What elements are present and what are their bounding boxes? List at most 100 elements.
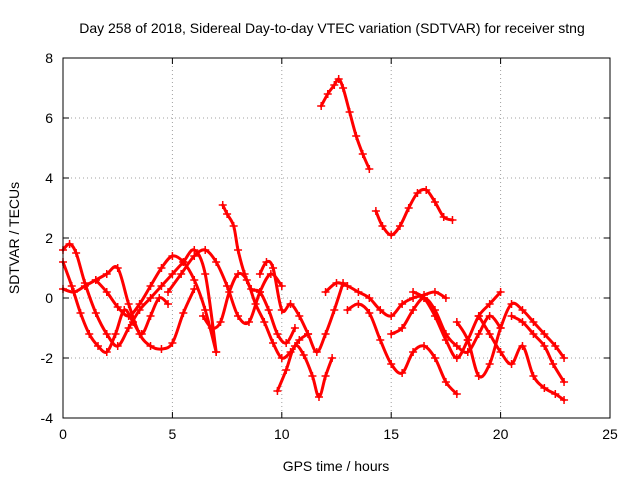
- data-point-marker: [146, 294, 155, 302]
- data-point-marker: [404, 204, 413, 212]
- data-point-marker: [354, 300, 363, 308]
- data-point-marker: [199, 312, 208, 320]
- data-point-marker: [420, 294, 429, 302]
- data-point-marker: [560, 354, 569, 362]
- data-point-marker: [234, 246, 243, 254]
- data-point-marker: [330, 306, 339, 314]
- x-tick-label: 20: [493, 426, 509, 442]
- data-point-marker: [352, 132, 361, 140]
- data-point-marker: [242, 276, 251, 284]
- data-point-marker: [409, 288, 418, 296]
- series-track-11: [321, 279, 450, 320]
- data-point-marker: [332, 279, 341, 287]
- data-point-marker: [317, 102, 326, 110]
- data-point-marker: [168, 252, 177, 260]
- y-tick-label: -4: [41, 410, 54, 426]
- data-point-marker: [485, 312, 494, 320]
- series-track-10: [317, 75, 374, 173]
- data-point-marker: [422, 186, 431, 194]
- data-point-marker: [65, 240, 74, 248]
- data-point-marker: [76, 309, 85, 317]
- series-track-4: [91, 252, 221, 356]
- data-point-marker: [529, 330, 538, 338]
- series-line: [345, 302, 459, 396]
- data-point-marker: [201, 306, 210, 314]
- data-point-marker: [260, 318, 269, 326]
- data-point-marker: [430, 198, 439, 206]
- data-point-marker: [398, 369, 407, 377]
- data-point-marker: [560, 378, 569, 386]
- series-track-5: [164, 246, 286, 326]
- data-point-marker: [177, 270, 186, 278]
- data-point-marker: [560, 396, 569, 404]
- chart-title: Day 258 of 2018, Sidereal Day-to-day VTE…: [79, 20, 585, 36]
- y-tick-label: 2: [45, 230, 53, 246]
- data-point-marker: [255, 270, 264, 278]
- data-point-marker: [251, 300, 260, 308]
- data-point-marker: [314, 393, 323, 401]
- data-point-marker: [102, 288, 111, 296]
- data-point-marker: [129, 318, 138, 326]
- data-point-marker: [190, 252, 199, 260]
- data-point-marker: [212, 348, 221, 356]
- series-track-17: [474, 312, 569, 404]
- data-point-marker: [365, 294, 374, 302]
- data-point-marker: [452, 342, 461, 350]
- data-point-marker: [496, 288, 505, 296]
- data-point-marker: [354, 288, 363, 296]
- data-point-marker: [168, 270, 177, 278]
- data-point-marker: [286, 300, 295, 308]
- data-point-marker: [343, 306, 352, 314]
- y-tick-label: 8: [45, 50, 53, 66]
- data-point-marker: [463, 336, 472, 344]
- data-point-marker: [244, 318, 253, 326]
- data-point-marker: [269, 339, 278, 347]
- data-point-marker: [365, 165, 374, 173]
- y-tick-label: 0: [45, 290, 53, 306]
- data-point-marker: [430, 312, 439, 320]
- data-point-marker: [485, 330, 494, 338]
- data-point-marker: [312, 348, 321, 356]
- data-point-marker: [94, 342, 103, 350]
- data-point-marker: [387, 330, 396, 338]
- data-point-marker: [358, 150, 367, 158]
- data-point-marker: [146, 342, 155, 350]
- data-point-marker: [137, 330, 146, 338]
- data-point-marker: [540, 342, 549, 350]
- y-axis-label: SDTVAR / TECUs: [6, 182, 22, 294]
- series-track-8: [255, 258, 348, 356]
- data-point-marker: [269, 264, 278, 272]
- data-point-marker: [201, 270, 210, 278]
- data-point-marker: [124, 324, 133, 332]
- data-point-marker: [157, 345, 166, 353]
- data-point-marker: [91, 276, 100, 284]
- series-line: [94, 254, 218, 354]
- data-point-marker: [168, 339, 177, 347]
- data-point-marker: [387, 360, 396, 368]
- data-point-marker: [262, 258, 271, 266]
- data-point-marker: [179, 309, 188, 317]
- data-point-marker: [91, 309, 100, 317]
- data-point-marker: [102, 330, 111, 338]
- data-point-marker: [124, 300, 133, 308]
- data-point-marker: [264, 306, 273, 314]
- data-point-marker: [113, 264, 122, 272]
- data-point-marker: [282, 339, 291, 347]
- data-point-marker: [223, 282, 232, 290]
- data-point-marker: [474, 372, 483, 380]
- data-point-marker: [441, 336, 450, 344]
- data-point-marker: [190, 276, 199, 284]
- series-track-13: [343, 300, 461, 398]
- data-point-marker: [290, 342, 299, 350]
- data-point-marker: [345, 108, 354, 116]
- data-point-marker: [529, 318, 538, 326]
- data-point-marker: [529, 372, 538, 380]
- data-point-marker: [67, 282, 76, 290]
- data-point-marker: [218, 201, 227, 209]
- data-point-marker: [111, 330, 120, 338]
- data-point-marker: [507, 312, 516, 320]
- data-point-marker: [299, 351, 308, 359]
- data-point-marker: [376, 336, 385, 344]
- data-point-marker: [234, 312, 243, 320]
- data-point-marker: [551, 342, 560, 350]
